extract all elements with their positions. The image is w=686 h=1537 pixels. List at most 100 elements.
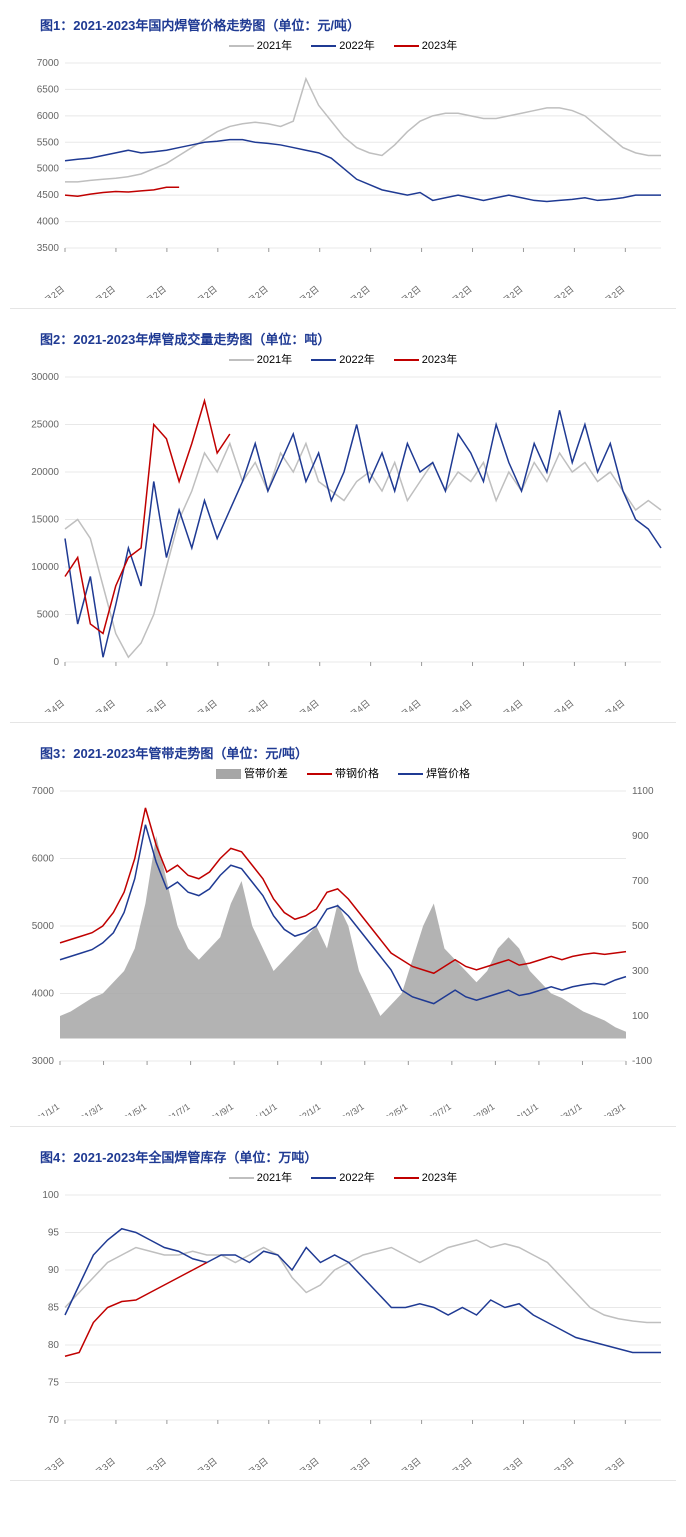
svg-text:3月2日: 3月2日 <box>140 284 168 298</box>
svg-text:8月2日: 8月2日 <box>395 284 423 298</box>
legend-swatch <box>394 45 419 47</box>
svg-text:5月4日: 5月4日 <box>242 698 270 712</box>
svg-text:700: 700 <box>632 876 649 887</box>
legend-swatch <box>311 45 336 47</box>
svg-text:30000: 30000 <box>31 372 59 383</box>
legend-swatch <box>398 773 423 775</box>
svg-text:15000: 15000 <box>31 515 59 526</box>
legend-swatch <box>394 359 419 361</box>
svg-text:7月3日: 7月3日 <box>344 1456 372 1470</box>
svg-text:4000: 4000 <box>37 217 60 228</box>
svg-text:300: 300 <box>632 966 649 977</box>
svg-text:2022/3/1: 2022/3/1 <box>331 1101 365 1116</box>
svg-text:9月2日: 9月2日 <box>446 284 474 298</box>
svg-text:6500: 6500 <box>37 84 60 95</box>
svg-text:2023/1/1: 2023/1/1 <box>549 1101 583 1116</box>
svg-text:10月4日: 10月4日 <box>493 698 525 712</box>
svg-text:2022/11/1: 2022/11/1 <box>502 1101 540 1116</box>
chart1-container: 图1：2021-2023年国内焊管价格走势图（单位：元/吨） 2021年 202… <box>10 15 676 309</box>
legend-swatch <box>307 773 332 775</box>
chart2-container: 图2：2021-2023年焊管成交量走势图（单位：吨） 2021年 2022年 … <box>10 329 676 723</box>
chart3-svg: 30004000500060007000-1001003005007009001… <box>10 786 676 1116</box>
svg-text:6月4日: 6月4日 <box>293 698 321 712</box>
svg-text:3500: 3500 <box>37 243 60 254</box>
svg-text:100: 100 <box>42 1190 59 1201</box>
legend-item-2021: 2021年 <box>229 351 292 367</box>
chart1-legend: 2021年 2022年 2023年 <box>10 37 676 53</box>
svg-text:2月2日: 2月2日 <box>89 284 117 298</box>
chart1-svg: 350040004500500055006000650070001月2日2月2日… <box>10 58 676 298</box>
svg-text:3月3日: 3月3日 <box>140 1456 168 1470</box>
legend-item-area: 管带价差 <box>216 765 288 781</box>
svg-text:10月2日: 10月2日 <box>493 284 525 298</box>
svg-text:5500: 5500 <box>37 137 60 148</box>
chart2-svg: 0500010000150002000025000300001月4日2月4日3月… <box>10 372 676 712</box>
svg-text:0: 0 <box>53 657 59 668</box>
legend-swatch <box>311 359 336 361</box>
svg-text:12月4日: 12月4日 <box>595 698 627 712</box>
legend-item-2023: 2023年 <box>394 351 457 367</box>
svg-text:3000: 3000 <box>32 1056 55 1067</box>
svg-text:2021/11/1: 2021/11/1 <box>241 1101 279 1116</box>
legend-item-2022: 2022年 <box>311 1169 374 1185</box>
svg-text:1月2日: 1月2日 <box>38 284 66 298</box>
svg-text:1月4日: 1月4日 <box>38 698 66 712</box>
svg-text:7月4日: 7月4日 <box>344 698 372 712</box>
svg-text:2021/1/1: 2021/1/1 <box>27 1101 61 1116</box>
svg-text:7000: 7000 <box>32 786 55 797</box>
chart3-legend: 管带价差 带钢价格 焊管价格 <box>10 765 676 781</box>
svg-text:500: 500 <box>632 921 649 932</box>
svg-text:25000: 25000 <box>31 420 59 431</box>
svg-text:2021/3/1: 2021/3/1 <box>70 1101 104 1116</box>
svg-text:90: 90 <box>48 1265 60 1276</box>
svg-text:2022/9/1: 2022/9/1 <box>462 1101 496 1116</box>
svg-text:9月4日: 9月4日 <box>446 698 474 712</box>
svg-text:8月3日: 8月3日 <box>395 1456 423 1470</box>
svg-text:900: 900 <box>632 831 649 842</box>
legend-item-2022: 2022年 <box>311 37 374 53</box>
svg-text:2023/3/1: 2023/3/1 <box>593 1101 627 1116</box>
legend-swatch <box>229 1177 254 1179</box>
chart3-title: 图3：2021-2023年管带走势图（单位：元/吨） <box>40 743 676 762</box>
chart3-container: 图3：2021-2023年管带走势图（单位：元/吨） 管带价差 带钢价格 焊管价… <box>10 743 676 1127</box>
chart1-title: 图1：2021-2023年国内焊管价格走势图（单位：元/吨） <box>40 15 676 34</box>
legend-item-2023: 2023年 <box>394 37 457 53</box>
svg-text:6月3日: 6月3日 <box>293 1456 321 1470</box>
svg-text:4月4日: 4月4日 <box>191 698 219 712</box>
svg-text:11月3日: 11月3日 <box>544 1456 575 1470</box>
svg-text:2022/5/1: 2022/5/1 <box>375 1101 409 1116</box>
svg-text:-100: -100 <box>632 1056 652 1067</box>
legend-swatch <box>229 359 254 361</box>
svg-text:4月3日: 4月3日 <box>191 1456 219 1470</box>
svg-text:2022/1/1: 2022/1/1 <box>288 1101 322 1116</box>
svg-text:2022/7/1: 2022/7/1 <box>419 1101 453 1116</box>
svg-text:1100: 1100 <box>632 786 654 797</box>
chart4-container: 图4：2021-2023年全国焊管库存（单位：万吨） 2021年 2022年 2… <box>10 1147 676 1481</box>
svg-text:2021/9/1: 2021/9/1 <box>201 1101 235 1116</box>
legend-swatch <box>311 1177 336 1179</box>
svg-text:4500: 4500 <box>37 190 60 201</box>
svg-text:80: 80 <box>48 1340 60 1351</box>
svg-text:2月4日: 2月4日 <box>89 698 117 712</box>
legend-item-2022: 2022年 <box>311 351 374 367</box>
svg-text:4000: 4000 <box>32 989 55 1000</box>
svg-text:10000: 10000 <box>31 562 59 573</box>
svg-text:5月2日: 5月2日 <box>242 284 270 298</box>
svg-text:1月3日: 1月3日 <box>38 1456 66 1470</box>
chart2-title: 图2：2021-2023年焊管成交量走势图（单位：吨） <box>40 329 676 348</box>
legend-swatch <box>394 1177 419 1179</box>
svg-text:11月4日: 11月4日 <box>544 698 575 712</box>
svg-text:70: 70 <box>48 1415 60 1426</box>
svg-text:11月2日: 11月2日 <box>544 284 575 298</box>
svg-text:75: 75 <box>48 1378 60 1389</box>
svg-text:3月4日: 3月4日 <box>140 698 168 712</box>
svg-text:8月4日: 8月4日 <box>395 698 423 712</box>
svg-text:2月3日: 2月3日 <box>89 1456 117 1470</box>
svg-text:85: 85 <box>48 1303 60 1314</box>
legend-swatch <box>229 45 254 47</box>
legend-item-2023: 2023年 <box>394 1169 457 1185</box>
svg-text:4月2日: 4月2日 <box>191 284 219 298</box>
legend-item-2021: 2021年 <box>229 1169 292 1185</box>
svg-text:12月2日: 12月2日 <box>595 284 627 298</box>
svg-text:10月3日: 10月3日 <box>493 1456 525 1470</box>
